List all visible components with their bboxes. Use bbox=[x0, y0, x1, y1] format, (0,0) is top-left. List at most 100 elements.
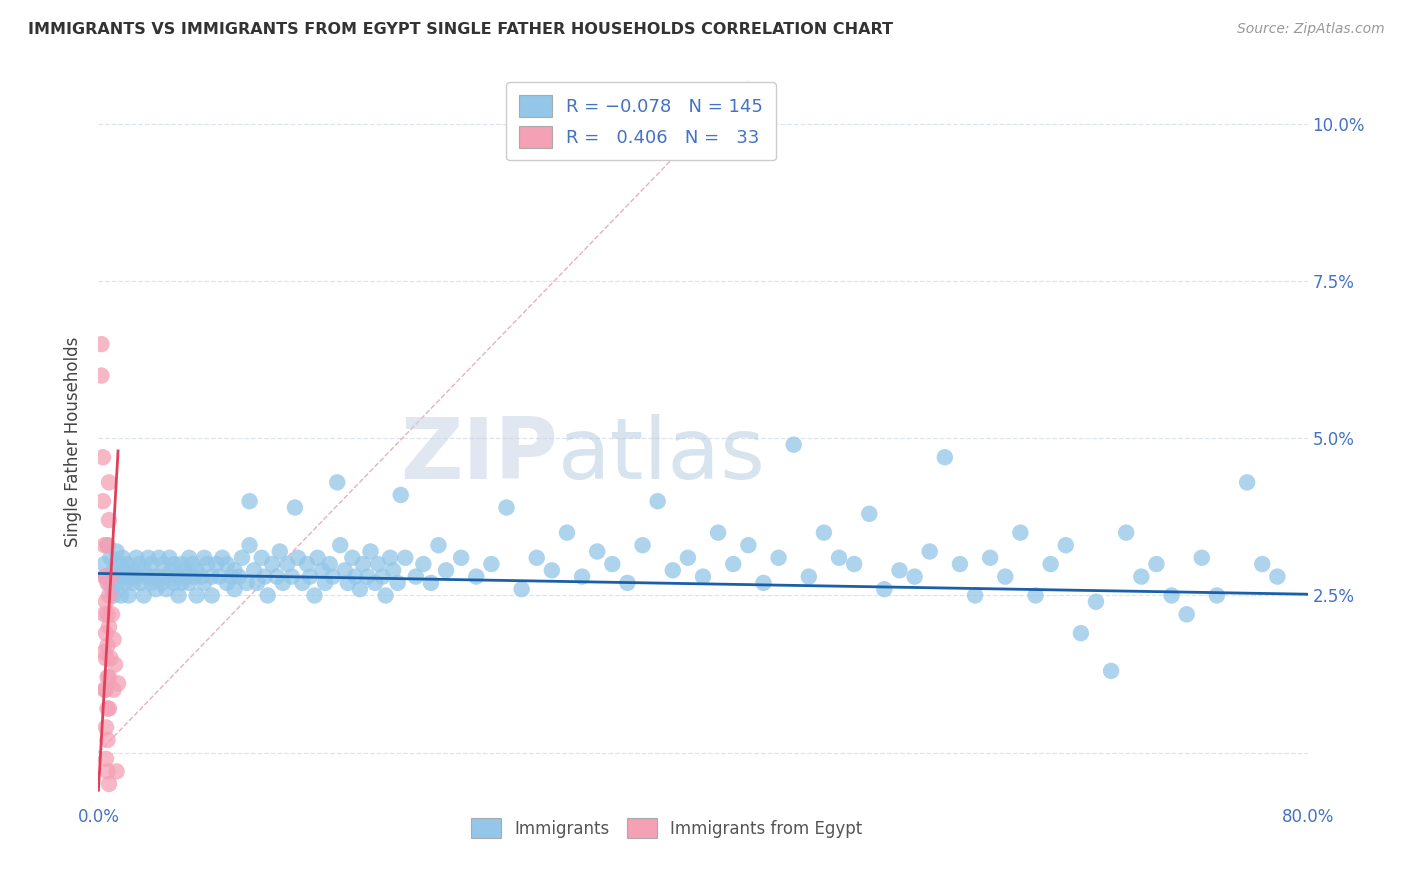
Point bbox=[186, 563, 208, 577]
Point bbox=[329, 538, 352, 552]
Point bbox=[145, 582, 167, 597]
Point bbox=[1236, 475, 1258, 490]
Point bbox=[150, 575, 173, 590]
Point bbox=[114, 575, 136, 590]
Point bbox=[307, 550, 329, 565]
Point bbox=[215, 557, 238, 571]
Point bbox=[281, 569, 304, 583]
Point bbox=[356, 569, 378, 583]
Point bbox=[333, 563, 356, 577]
Point bbox=[96, 538, 118, 552]
Point bbox=[118, 569, 141, 583]
Point bbox=[1251, 557, 1274, 571]
Point bbox=[349, 582, 371, 597]
Point bbox=[387, 575, 409, 590]
Point bbox=[110, 589, 132, 603]
Point bbox=[586, 544, 609, 558]
Point bbox=[979, 550, 1001, 565]
Point bbox=[129, 575, 152, 590]
Point bbox=[1099, 664, 1122, 678]
Point bbox=[96, 538, 118, 552]
Point bbox=[170, 575, 193, 590]
Point bbox=[412, 557, 434, 571]
Point bbox=[132, 589, 155, 603]
Point bbox=[271, 575, 294, 590]
Point bbox=[193, 575, 215, 590]
Point bbox=[98, 513, 121, 527]
Point bbox=[231, 550, 253, 565]
Point bbox=[118, 589, 141, 603]
Point bbox=[94, 752, 117, 766]
Point bbox=[326, 475, 349, 490]
Point bbox=[94, 569, 117, 583]
Point bbox=[93, 645, 115, 659]
Point bbox=[239, 538, 262, 552]
Point bbox=[111, 550, 134, 565]
Point bbox=[91, 450, 114, 465]
Point bbox=[318, 557, 340, 571]
Point bbox=[405, 569, 427, 583]
Point bbox=[723, 557, 745, 571]
Point bbox=[93, 538, 115, 552]
Point bbox=[602, 557, 624, 571]
Point bbox=[262, 557, 284, 571]
Point bbox=[374, 589, 396, 603]
Point bbox=[828, 550, 851, 565]
Point bbox=[148, 550, 170, 565]
Point bbox=[364, 575, 387, 590]
Point bbox=[104, 569, 127, 583]
Point bbox=[103, 563, 125, 577]
Text: ZIP: ZIP bbox=[401, 415, 558, 498]
Point bbox=[276, 557, 298, 571]
Point bbox=[342, 550, 364, 565]
Point bbox=[250, 550, 273, 565]
Point bbox=[174, 569, 197, 583]
Point bbox=[193, 550, 215, 565]
Point bbox=[96, 701, 118, 715]
Point bbox=[112, 563, 135, 577]
Point bbox=[555, 525, 578, 540]
Point bbox=[389, 488, 412, 502]
Point bbox=[94, 626, 117, 640]
Point bbox=[103, 682, 125, 697]
Point bbox=[1024, 589, 1046, 603]
Point bbox=[434, 563, 457, 577]
Point bbox=[94, 682, 117, 697]
Point bbox=[295, 557, 318, 571]
Point bbox=[141, 557, 163, 571]
Point bbox=[287, 550, 309, 565]
Point bbox=[934, 450, 956, 465]
Point bbox=[631, 538, 654, 552]
Point bbox=[1054, 538, 1077, 552]
Point bbox=[239, 494, 262, 508]
Point bbox=[246, 575, 269, 590]
Point bbox=[1115, 525, 1137, 540]
Point bbox=[382, 563, 405, 577]
Point bbox=[110, 569, 132, 583]
Point bbox=[1160, 589, 1182, 603]
Point bbox=[186, 589, 208, 603]
Point bbox=[1267, 569, 1289, 583]
Point bbox=[291, 575, 314, 590]
Point bbox=[101, 582, 124, 597]
Point bbox=[94, 720, 117, 734]
Point bbox=[269, 544, 291, 558]
Point bbox=[155, 569, 177, 583]
Point bbox=[195, 557, 218, 571]
Point bbox=[797, 569, 820, 583]
Point bbox=[211, 550, 233, 565]
Point bbox=[540, 563, 562, 577]
Point bbox=[96, 670, 118, 684]
Point bbox=[96, 733, 118, 747]
Point bbox=[90, 337, 112, 351]
Point bbox=[98, 589, 121, 603]
Point bbox=[707, 525, 730, 540]
Point bbox=[311, 563, 333, 577]
Point bbox=[427, 538, 450, 552]
Point bbox=[752, 575, 775, 590]
Point bbox=[181, 557, 204, 571]
Point bbox=[108, 557, 131, 571]
Point bbox=[104, 657, 127, 672]
Point bbox=[159, 550, 181, 565]
Point bbox=[215, 575, 238, 590]
